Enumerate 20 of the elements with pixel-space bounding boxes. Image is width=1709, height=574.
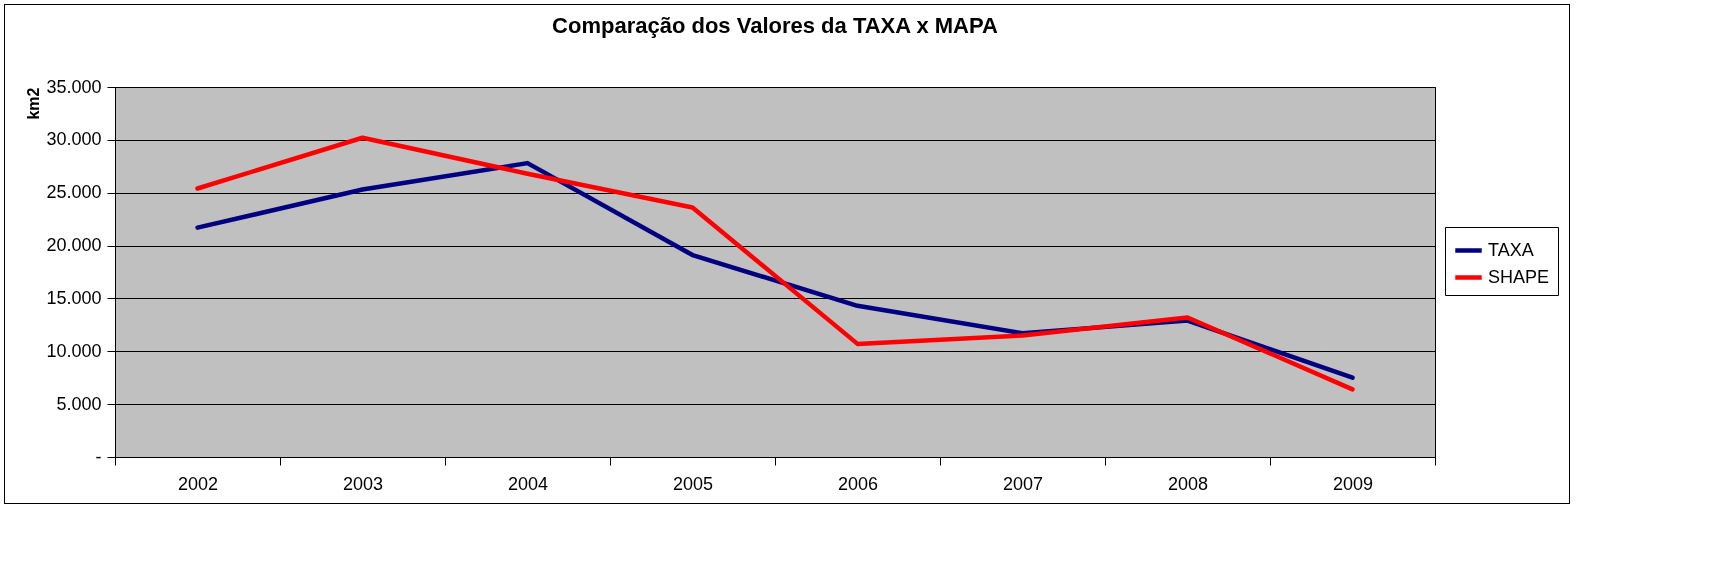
- y-tick-label: -: [95, 446, 102, 467]
- x-tick-label: 2006: [837, 473, 879, 494]
- y-tick-label: 20.000: [46, 235, 102, 256]
- x-tick-label: 2003: [342, 473, 384, 494]
- y-tick-label: 35.000: [46, 76, 102, 97]
- x-tick-label: 2009: [1332, 473, 1374, 494]
- legend-label: SHAPE: [1488, 266, 1550, 287]
- y-tick-label: 25.000: [46, 182, 102, 203]
- y-tick-label: 10.000: [46, 340, 102, 361]
- y-axis-title: km2: [25, 87, 43, 120]
- x-tick-label: 2008: [1167, 473, 1209, 494]
- x-tick-label: 2004: [507, 473, 549, 494]
- chart-title: Comparação dos Valores da TAXA x MAPA: [552, 13, 999, 38]
- x-tick-label: 2007: [1002, 473, 1044, 494]
- y-tick-label: 15.000: [46, 287, 102, 308]
- legend-label: TAXA: [1488, 239, 1534, 260]
- x-tick-label: 2002: [177, 473, 219, 494]
- y-tick-label: 5.000: [56, 393, 102, 414]
- x-tick-label: 2005: [672, 473, 714, 494]
- y-tick-label: 30.000: [46, 129, 102, 150]
